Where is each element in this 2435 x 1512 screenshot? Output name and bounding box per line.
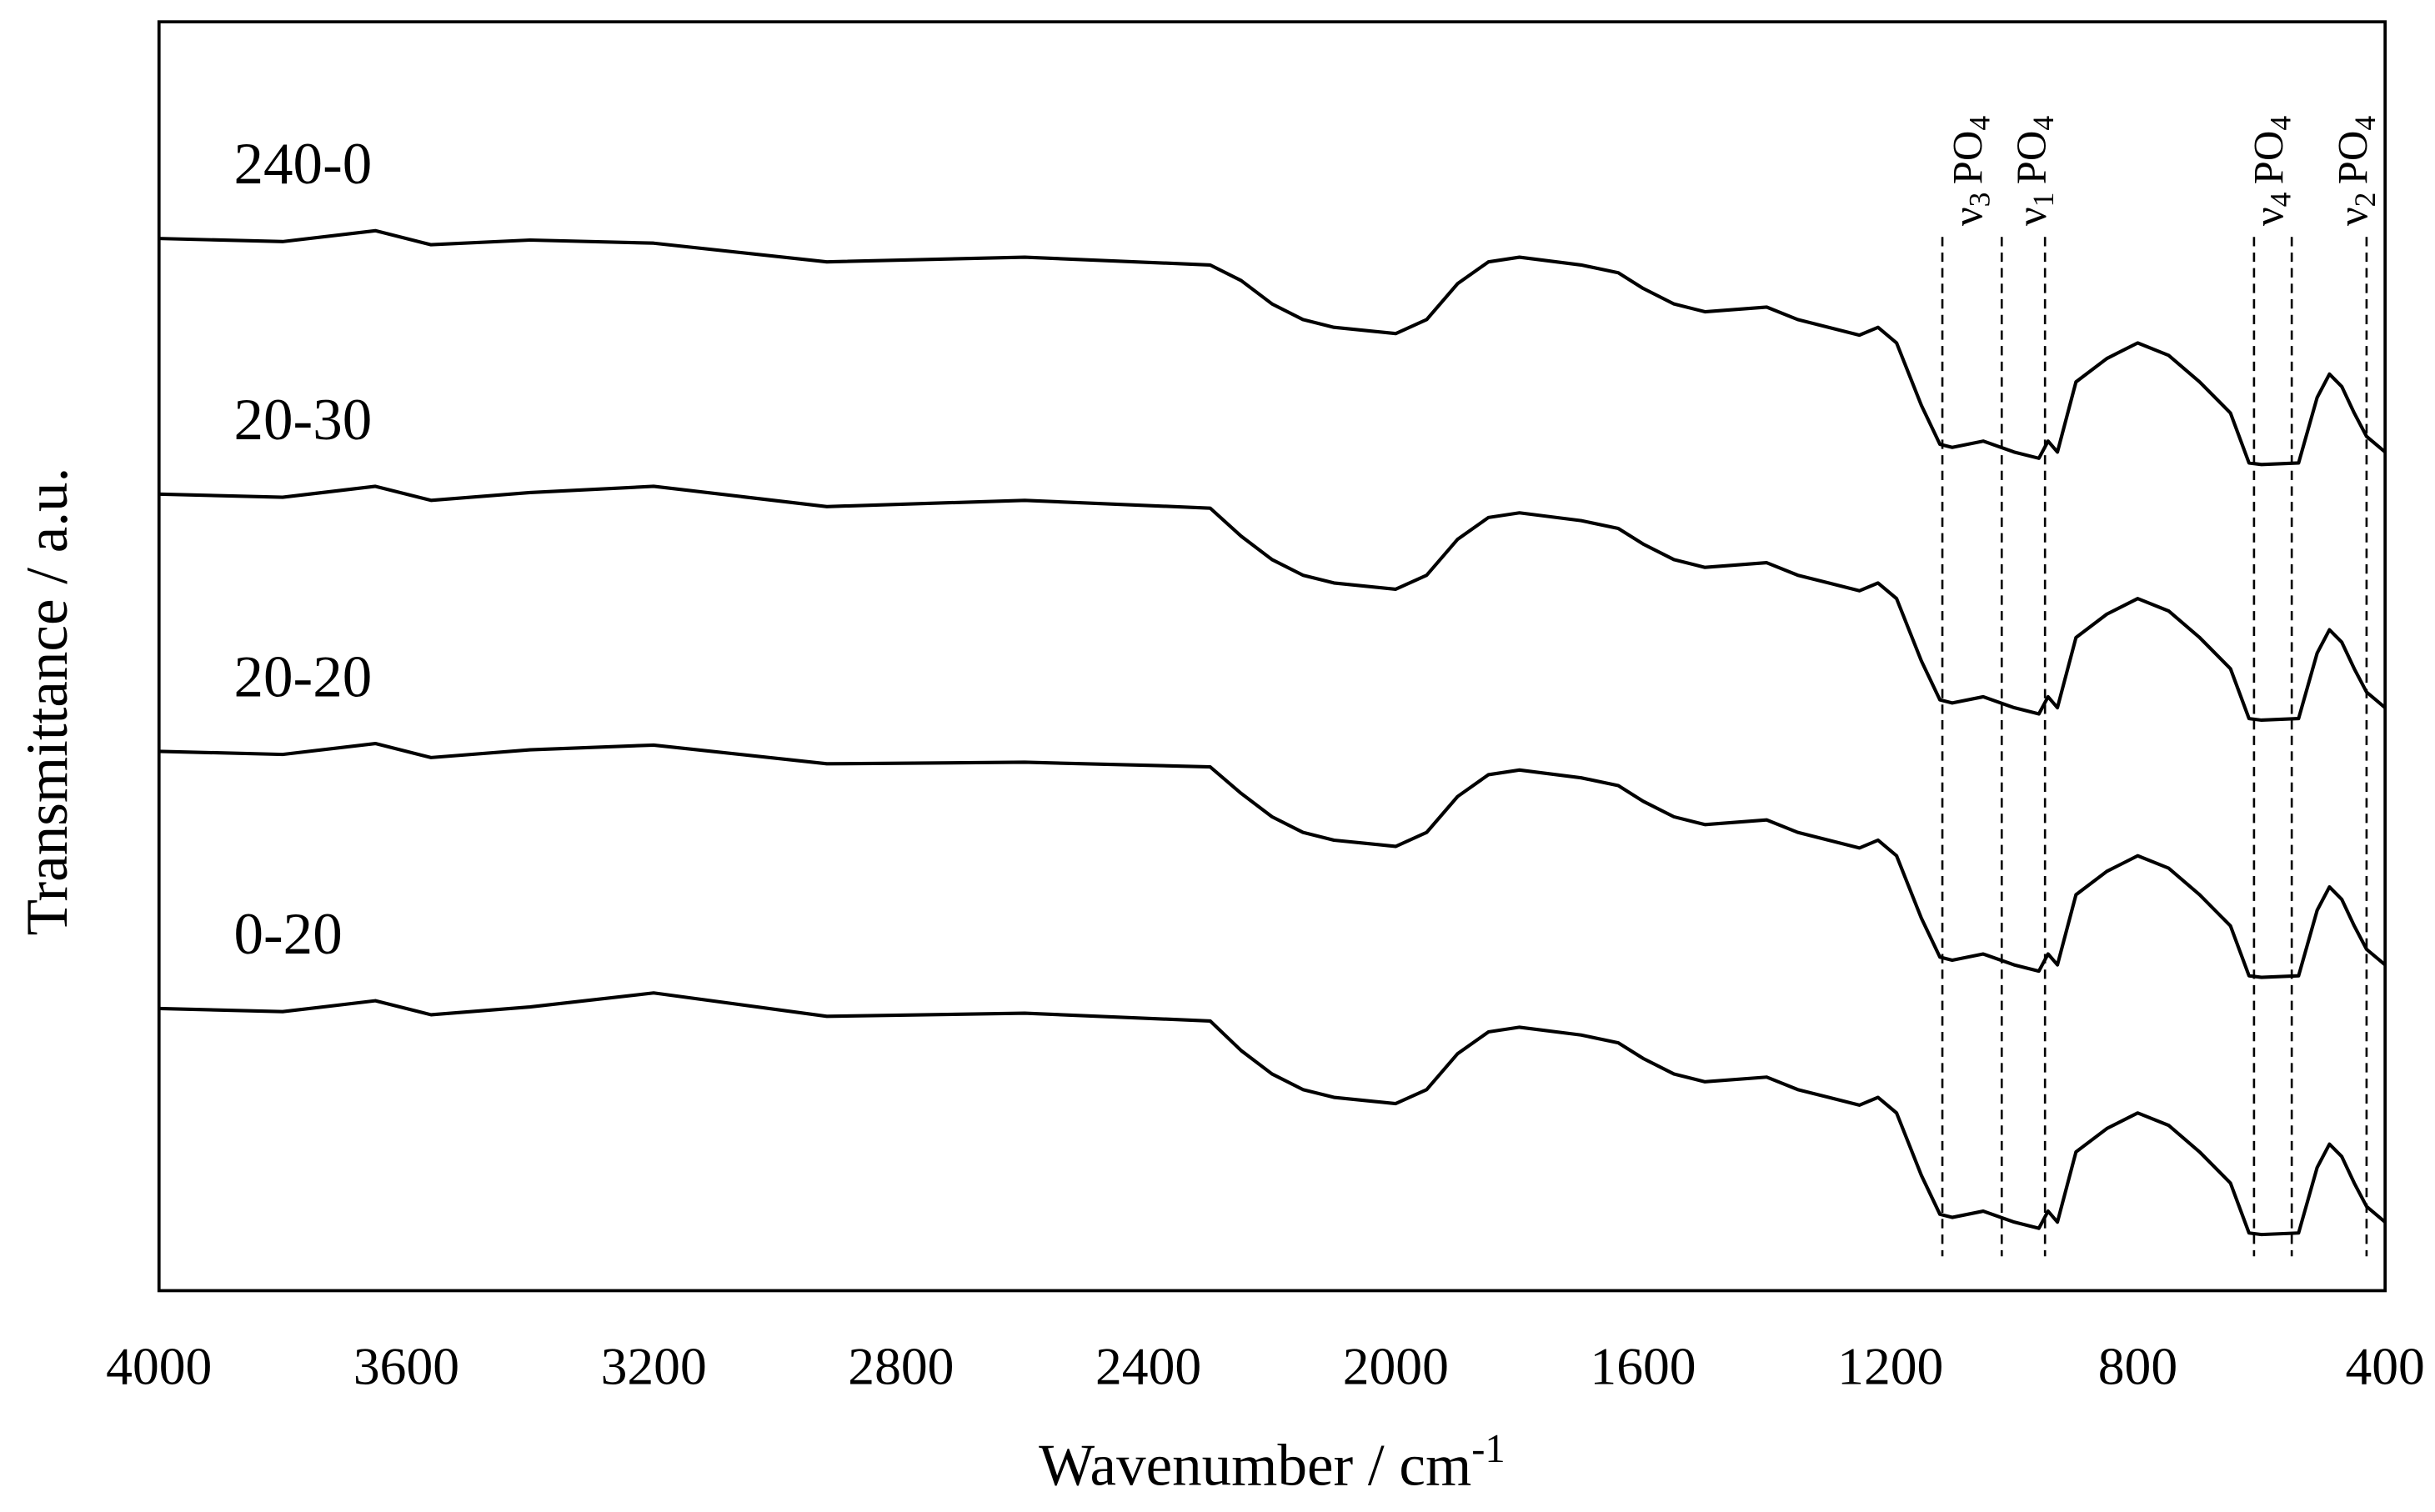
- series-label: 20-30: [234, 388, 373, 453]
- band-symbol: ν: [2329, 207, 2376, 226]
- band-count: 4: [2348, 116, 2382, 131]
- band-mode: 3: [1963, 193, 1997, 208]
- x-tick-label: 2800: [848, 1336, 954, 1395]
- band-mode: 2: [2348, 193, 2382, 208]
- band-count: 4: [2027, 116, 2060, 131]
- series-label: 0-20: [234, 902, 343, 967]
- band-symbol: ν: [1944, 207, 1991, 226]
- band-group: PO: [1944, 131, 1991, 185]
- series-label: 20-20: [234, 644, 373, 709]
- band-mode: 1: [2027, 193, 2060, 208]
- plot-frame: [157, 20, 2387, 1293]
- band-count: 4: [2264, 116, 2297, 131]
- x-tick-label: 3200: [601, 1336, 707, 1395]
- spectrum-line: [158, 484, 2387, 723]
- spectrum-line: [158, 228, 2387, 467]
- band-symbol: ν: [2245, 207, 2292, 226]
- x-tick-label: 800: [2098, 1336, 2177, 1395]
- x-axis-title: Wavenumber / cm-1: [1039, 1426, 1506, 1499]
- band-label: ν4PO4: [2245, 116, 2297, 226]
- spectrum-line: [158, 991, 2387, 1237]
- band-label: ν2 PO4: [2329, 116, 2382, 226]
- band-group: PO: [2329, 131, 2376, 185]
- x-tick-label: 2400: [1095, 1336, 1201, 1395]
- x-tick-label: 3600: [353, 1336, 459, 1395]
- x-axis-title-text: Wavenumber / cm: [1039, 1434, 1471, 1499]
- x-tick-label: 1600: [1590, 1336, 1696, 1395]
- band-label: ν1 PO4: [2008, 116, 2061, 226]
- x-tick-label: 1200: [1837, 1336, 1943, 1395]
- x-axis-title-sup: -1: [1471, 1426, 1505, 1471]
- band-label: ν3 PO4: [1944, 116, 1997, 226]
- x-tick-label: 400: [2345, 1336, 2424, 1395]
- y-axis-title: Transmittance / a.u.: [15, 468, 80, 936]
- x-tick-label: 4000: [106, 1336, 212, 1395]
- band-group: PO: [2245, 131, 2292, 185]
- band-mode: 4: [2264, 192, 2297, 207]
- band-symbol: ν: [2008, 207, 2055, 226]
- band-count: 4: [1963, 116, 1997, 131]
- spectrum-line: [158, 741, 2387, 979]
- series-label: 240-0: [234, 132, 373, 197]
- band-group: PO: [2008, 131, 2055, 185]
- x-tick-label: 2000: [1343, 1336, 1449, 1395]
